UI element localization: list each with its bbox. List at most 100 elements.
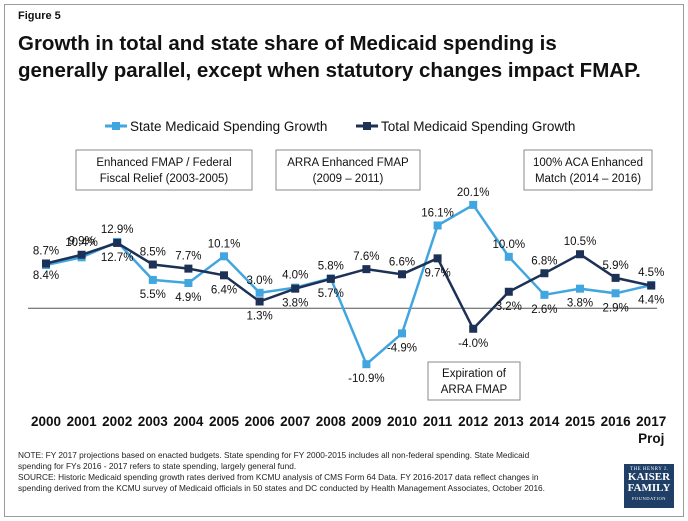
chart-title-line1: Growth in total and state share of Medic…: [18, 32, 557, 55]
data-point-s0-2016: [611, 289, 620, 298]
x-tick-label-2015: 2015: [565, 414, 596, 429]
x-tick-label-2002: 2002: [102, 414, 132, 429]
data-point-s1-2014: [540, 269, 549, 278]
annotation-fiscal-relief-line1: Enhanced FMAP / Federal: [96, 157, 231, 169]
annotation-aca: 100% ACA Enhanced Match (2014 – 2016): [523, 149, 653, 191]
annotation-aca-line2: Match (2014 – 2016): [535, 173, 641, 185]
data-label-s1-2004: 7.7%: [175, 251, 201, 263]
data-point-s0-2012: [469, 200, 478, 209]
x-tick-label-2009: 2009: [351, 414, 381, 429]
x-tick-sublabel-2017: Proj: [638, 431, 664, 446]
x-tick-label-2010: 2010: [387, 414, 417, 429]
figure-label: Figure 5: [18, 10, 61, 22]
data-point-s0-2005: [220, 252, 228, 261]
chart-note: NOTE: FY 2017 projections based on enact…: [18, 450, 618, 494]
data-label-s0-2004: 4.9%: [175, 292, 201, 304]
x-tick-label-2005: 2005: [209, 414, 240, 429]
data-point-s1-2017: [647, 281, 656, 290]
annotation-arra-expiration-line1: Expiration of: [442, 368, 507, 380]
annotation-arra: ARRA Enhanced FMAP (2009 – 2011): [275, 149, 421, 191]
data-point-s0-2003: [148, 275, 157, 284]
data-point-s1-2001: [77, 250, 86, 259]
note-line2: spending for FYs 2016 - 2017 refers to s…: [18, 461, 297, 471]
data-label-s0-2002: 12.9%: [101, 224, 134, 236]
data-point-s0-2004: [184, 279, 193, 288]
data-point-s0-2010: [398, 329, 406, 338]
annotation-arra-expiration-line2: ARRA FMAP: [441, 384, 508, 396]
data-label-s1-2006: 1.3%: [246, 311, 272, 323]
data-point-s1-2000: [42, 259, 50, 268]
data-point-s1-2005: [220, 271, 228, 280]
data-label-s0-2005: 10.1%: [208, 238, 241, 250]
data-label-s1-2003: 8.5%: [140, 247, 166, 259]
annotation-arra-box: [275, 149, 421, 191]
data-point-s1-2003: [148, 260, 157, 269]
annotation-arra-line1: ARRA Enhanced FMAP: [287, 157, 409, 169]
legend: State Medicaid Spending Growth Total Med…: [105, 119, 575, 134]
data-label-s1-2007: 3.8%: [282, 298, 308, 310]
data-label-s1-2009: 7.6%: [353, 251, 379, 263]
x-tick-label-2007: 2007: [280, 414, 310, 429]
annotation-aca-box: [523, 149, 653, 191]
legend-state-label: State Medicaid Spending Growth: [130, 119, 327, 134]
data-label-s0-2011: 16.1%: [421, 208, 454, 220]
plot-area: 8.4% 8.7% 9.9%10.4%12.9% 12.7% 5.5% 8.5% 4.9% 7…: [28, 187, 666, 446]
data-label-s0-2012: 20.1%: [457, 187, 490, 199]
data-label-s0-2003: 5.5%: [140, 289, 166, 301]
data-label-s0-2016: 2.9%: [602, 302, 628, 314]
data-label-s1-2013: 3.2%: [496, 301, 522, 313]
annotation-arra-expiration: Expiration of ARRA FMAP: [427, 361, 521, 401]
data-point-s1-2010: [398, 270, 406, 279]
legend-total-label: Total Medicaid Spending Growth: [381, 119, 575, 134]
data-label-s0-2007: 4.0%: [282, 270, 308, 282]
data-label-s0-2010: -4.9%: [387, 342, 417, 354]
data-point-s1-2015: [576, 250, 584, 259]
x-tick-label-2017: 2017: [636, 414, 666, 429]
data-point-s1-2004: [184, 264, 193, 273]
data-label-s1-2016: 5.9%: [602, 260, 628, 272]
data-label-s0-2006: 3.0%: [246, 275, 272, 287]
annotation-fiscal-relief-box: [75, 149, 253, 191]
x-tick-label-2001: 2001: [67, 414, 98, 429]
annotation-arra-expiration-box: [427, 361, 521, 401]
data-label-s1-2008: 5.7%: [318, 288, 344, 300]
data-label-s1-2001: 10.4%: [65, 237, 98, 249]
data-label-s1-2002: 12.7%: [101, 252, 134, 264]
annotation-arra-line2: (2009 – 2011): [313, 173, 384, 185]
data-label-s0-2009: -10.9%: [348, 373, 384, 385]
data-label-s0-2001: 9.9%: [68, 235, 94, 247]
data-label-s0-2013: 10.0%: [492, 239, 525, 251]
data-label-s0-2000: 8.4%: [33, 270, 59, 282]
data-label-s1-2014: 6.8%: [531, 255, 557, 267]
annotation-fiscal-relief-line2: Fiscal Relief (2003-2005): [100, 173, 229, 185]
data-point-s1-2016: [611, 273, 620, 282]
data-label-s1-2015: 10.5%: [564, 236, 597, 248]
chart-title: Growth in total and state share of Medic…: [18, 30, 678, 84]
note-line1: NOTE: FY 2017 projections based on enact…: [18, 450, 530, 460]
data-point-s1-2009: [362, 265, 371, 274]
data-label-s0-2015: 3.8%: [567, 298, 593, 310]
data-point-s1-2002: [113, 238, 122, 247]
x-tick-label-2011: 2011: [423, 414, 453, 429]
data-point-s0-2009: [362, 360, 371, 369]
data-label-s1-2005: 6.4%: [211, 284, 237, 296]
x-tick-label-2000: 2000: [31, 414, 61, 429]
data-point-s1-2012: [469, 324, 478, 333]
kff-logo: THE HENRY J. KAISER FAMILY FOUNDATION: [624, 464, 674, 508]
data-point-s0-2013: [504, 252, 513, 261]
data-point-s0-2014: [540, 290, 549, 299]
legend-state-swatch-marker: [112, 122, 120, 130]
data-point-s1-2006: [255, 297, 264, 306]
x-tick-label-2003: 2003: [138, 414, 169, 429]
logo-line3: FAMILY: [627, 482, 671, 494]
data-label-s0-2008: 5.8%: [318, 260, 344, 272]
data-label-s1-2010: 6.6%: [389, 256, 415, 268]
data-point-s1-2011: [433, 254, 442, 263]
annotation-fiscal-relief: Enhanced FMAP / Federal Fiscal Relief (2…: [75, 149, 253, 191]
x-tick-label-2006: 2006: [245, 414, 276, 429]
logo-line4: FOUNDATION: [632, 496, 666, 501]
logo-line1: THE HENRY J.: [629, 467, 669, 472]
data-label-s0-2014: 2.6%: [531, 304, 557, 316]
logo-line2: KAISER: [627, 471, 671, 483]
